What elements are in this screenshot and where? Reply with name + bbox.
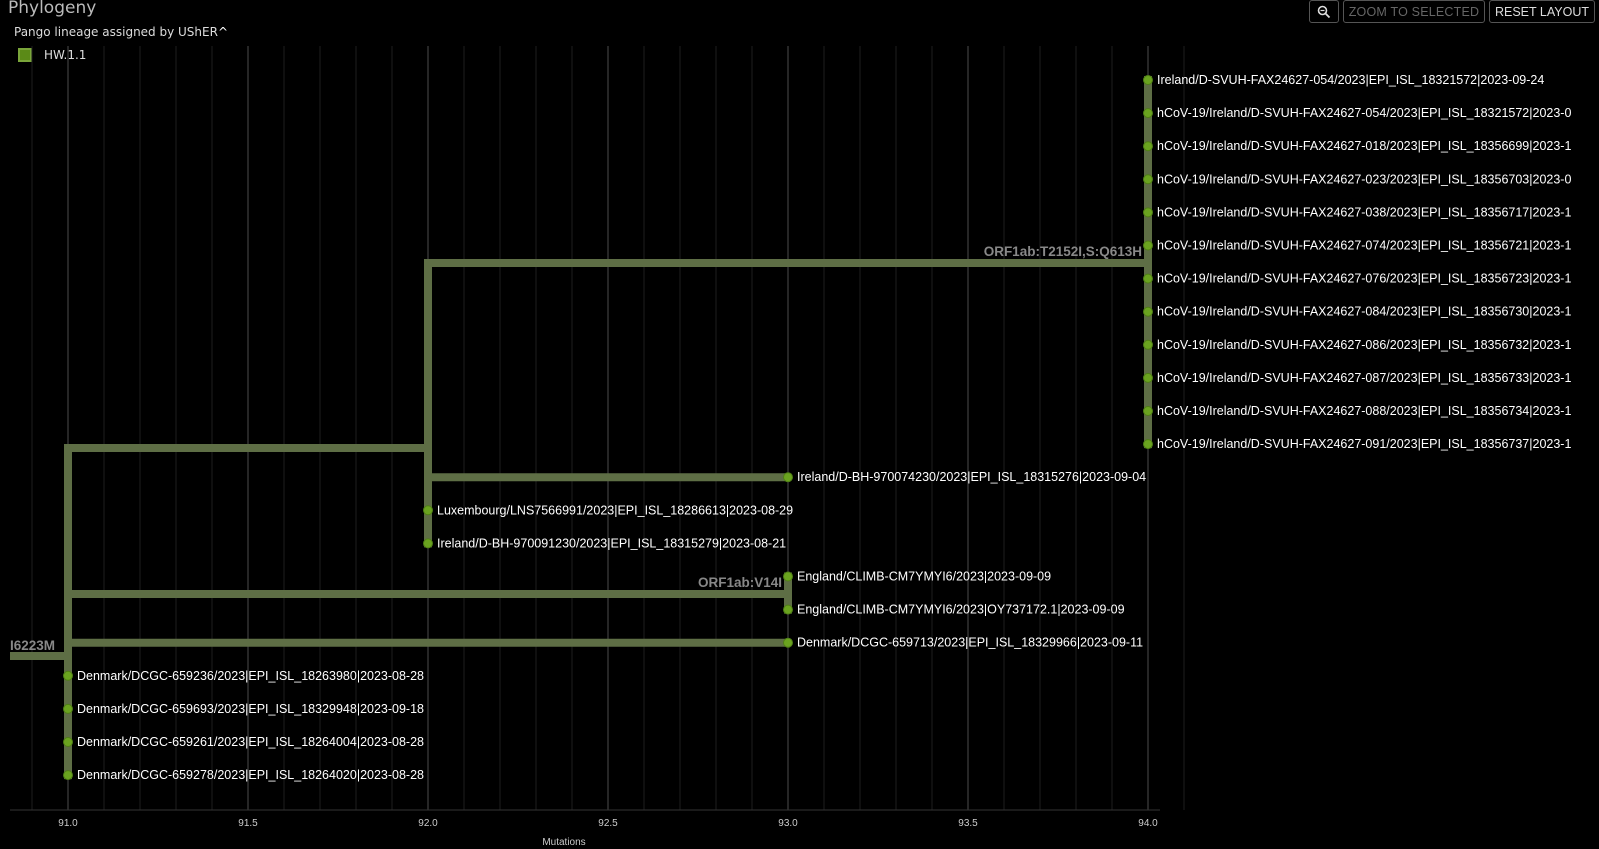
tip-node[interactable] (783, 571, 793, 582)
labels: Ireland/D-SVUH-FAX24627-054/2023|EPI_ISL… (10, 73, 1571, 782)
tip-label[interactable]: England/CLIMB-CM7YMYI6/2023|2023-09-09 (797, 570, 1051, 584)
tip-label[interactable]: hCoV-19/Ireland/D-SVUH-FAX24627-018/2023… (1157, 139, 1571, 153)
x-axis: 91.0 91.5 92.0 92.5 93.0 93.5 94.0 Mutations (58, 818, 1158, 848)
x-tick-label: 91.5 (238, 818, 258, 829)
magnifier-icon (1317, 5, 1331, 19)
tip-node[interactable] (783, 472, 793, 483)
legend-item-hw-1-1[interactable]: HW.1.1 (18, 48, 86, 62)
tip-node[interactable] (1143, 306, 1153, 317)
x-tick-label: 94.0 (1138, 818, 1158, 829)
tip-label[interactable]: hCoV-19/Ireland/D-SVUH-FAX24627-087/2023… (1157, 371, 1571, 385)
tip-node[interactable] (1143, 406, 1153, 416)
tip-label[interactable]: Luxembourg/LNS7566991/2023|EPI_ISL_18286… (437, 503, 793, 517)
tip-label[interactable]: England/CLIMB-CM7YMYI6/2023|OY737172.1|2… (797, 603, 1125, 617)
tip-label[interactable]: hCoV-19/Ireland/D-SVUH-FAX24627-084/2023… (1157, 305, 1571, 319)
legend-swatch (18, 48, 32, 62)
tip-label[interactable]: hCoV-19/Ireland/D-SVUH-FAX24627-091/2023… (1157, 437, 1571, 451)
tip-label[interactable]: Denmark/DCGC-659236/2023|EPI_ISL_1826398… (77, 669, 424, 683)
zoom-to-selected-button[interactable]: ZOOM TO SELECTED (1343, 0, 1485, 23)
mutation-label: ORF1ab:T2152I,S:Q613H (984, 244, 1142, 259)
tip-label[interactable]: Denmark/DCGC-659261/2023|EPI_ISL_1826400… (77, 735, 424, 749)
tip-label[interactable]: Ireland/D-BH-970074230/2023|EPI_ISL_1831… (797, 470, 1146, 484)
tip-node[interactable] (63, 670, 73, 681)
tip-label[interactable]: Ireland/D-SVUH-FAX24627-054/2023|EPI_ISL… (1157, 73, 1544, 87)
mutation-label: I6223M (10, 638, 55, 653)
tip-node[interactable] (1143, 372, 1153, 383)
tip-label[interactable]: hCoV-19/Ireland/D-SVUH-FAX24627-038/2023… (1157, 205, 1571, 219)
chevron-up-icon[interactable]: ^ (217, 25, 229, 39)
legend-item-label: HW.1.1 (44, 48, 87, 62)
grid (10, 46, 1185, 811)
tip-label[interactable]: Denmark/DCGC-659693/2023|EPI_ISL_1832994… (77, 702, 424, 716)
x-tick-label: 92.5 (598, 818, 618, 829)
tip-label[interactable]: hCoV-19/Ireland/D-SVUH-FAX24627-074/2023… (1157, 239, 1571, 253)
tip-label[interactable]: Ireland/D-BH-970091230/2023|EPI_ISL_1831… (437, 536, 786, 550)
reset-layout-button[interactable]: RESET LAYOUT (1489, 0, 1595, 23)
tip-node[interactable] (1143, 141, 1153, 152)
tip-node[interactable] (1143, 174, 1153, 185)
tip-label[interactable]: hCoV-19/Ireland/D-SVUH-FAX24627-086/2023… (1157, 338, 1571, 352)
tip-label[interactable]: Denmark/DCGC-659278/2023|EPI_ISL_1826402… (77, 768, 424, 782)
tip-node[interactable] (63, 737, 73, 747)
mutation-label: ORF1ab:V14I (698, 575, 782, 590)
legend-header[interactable]: Pango lineage assigned by UShER^ (14, 25, 228, 39)
tip-node[interactable] (423, 505, 433, 516)
tip-node[interactable] (1143, 339, 1153, 350)
branches (10, 76, 1152, 780)
x-axis-label: Mutations (542, 837, 585, 848)
tip-node[interactable] (783, 604, 793, 615)
x-tick-label: 93.5 (958, 818, 978, 829)
tip-node[interactable] (63, 703, 73, 714)
zoom-button[interactable] (1309, 0, 1339, 23)
tips (63, 75, 1153, 781)
tip-label[interactable]: hCoV-19/Ireland/D-SVUH-FAX24627-023/2023… (1157, 172, 1571, 186)
tip-node[interactable] (1143, 273, 1153, 284)
tip-node[interactable] (1143, 439, 1153, 450)
tip-node[interactable] (1143, 207, 1153, 218)
tip-label[interactable]: hCoV-19/Ireland/D-SVUH-FAX24627-054/2023… (1157, 106, 1571, 120)
x-tick-label: 93.0 (778, 818, 798, 829)
tip-label[interactable]: hCoV-19/Ireland/D-SVUH-FAX24627-076/2023… (1157, 272, 1571, 286)
tip-node[interactable] (1143, 75, 1153, 85)
tip-label[interactable]: hCoV-19/Ireland/D-SVUH-FAX24627-088/2023… (1157, 404, 1571, 418)
tip-node[interactable] (1143, 108, 1153, 119)
legend-title: Pango lineage assigned by UShER (14, 25, 218, 39)
panel-title: Phylogeny (8, 0, 97, 18)
tip-node[interactable] (1143, 240, 1153, 251)
tip-label[interactable]: Denmark/DCGC-659713/2023|EPI_ISL_1832996… (797, 636, 1143, 650)
tip-node[interactable] (783, 637, 793, 648)
tip-node[interactable] (63, 770, 73, 781)
x-tick-label: 91.0 (58, 818, 78, 829)
x-tick-label: 92.0 (418, 818, 438, 829)
tip-node[interactable] (423, 538, 433, 549)
